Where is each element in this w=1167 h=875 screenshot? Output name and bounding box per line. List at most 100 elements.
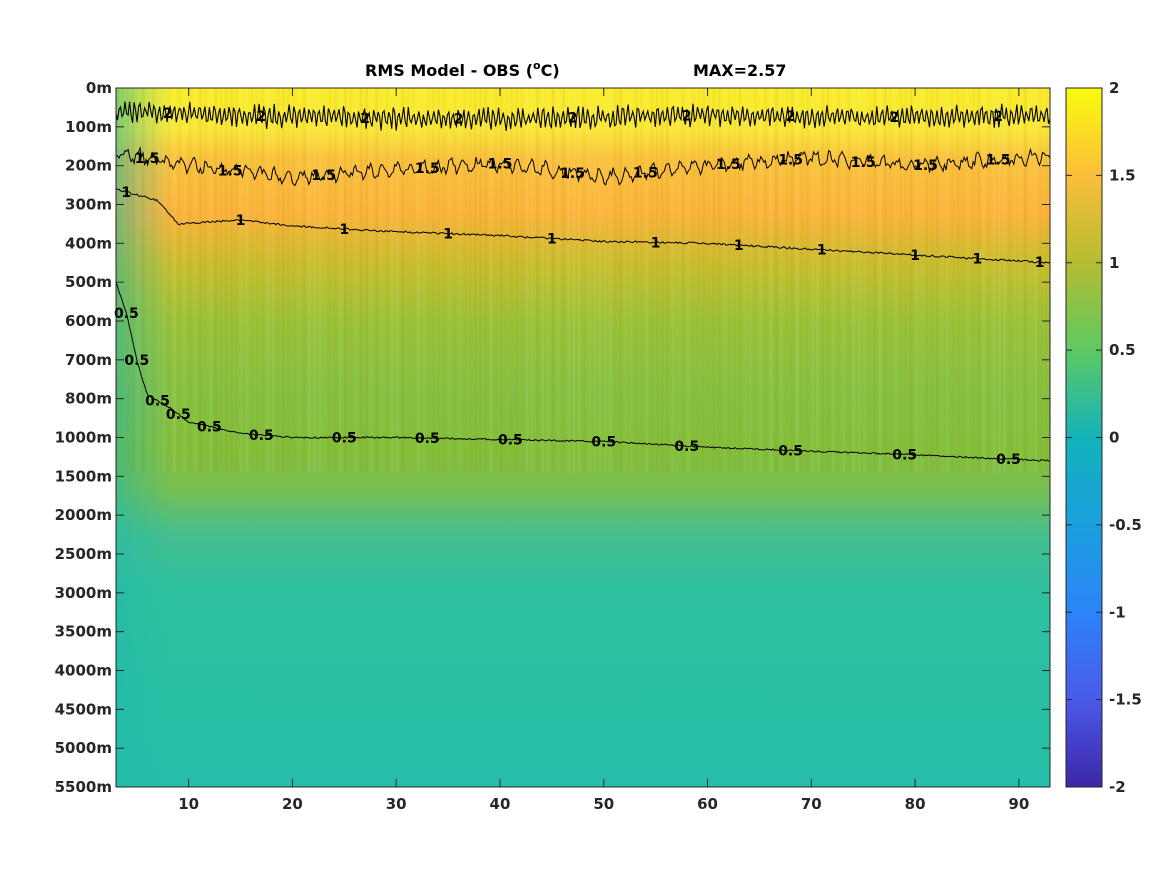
texture-streak <box>588 88 591 473</box>
colorbar-ticks: 2 1.5 1 0.5 0 -0.5 -1 -1.5 -2 <box>1066 79 1142 796</box>
y-tick-label: 3000m <box>55 584 112 602</box>
texture-streak <box>520 88 524 473</box>
texture-streak <box>370 88 373 473</box>
colorbar-tick-label: 1 <box>1109 254 1119 272</box>
contour-label: 1.5 <box>716 157 741 173</box>
texture-streak <box>583 88 586 473</box>
texture-streak <box>437 88 441 473</box>
x-axis: 10 20 30 40 50 60 70 80 90 <box>178 88 1029 813</box>
texture-streak <box>868 88 871 473</box>
texture-streak <box>1014 88 1017 473</box>
texture-streak <box>359 88 363 473</box>
texture-streak <box>1034 88 1037 473</box>
texture-streak <box>141 88 145 473</box>
contour-label: 0.5 <box>124 353 149 369</box>
contour-label: 1 <box>651 235 661 251</box>
texture-streak <box>873 88 877 473</box>
texture-streak <box>333 88 337 473</box>
texture-streak <box>676 88 679 473</box>
texture-streak <box>790 88 794 473</box>
texture-streak <box>795 88 799 473</box>
texture-streak <box>391 88 394 473</box>
y-tick-label: 2000m <box>55 506 112 524</box>
texture-streak <box>956 88 960 473</box>
contour-line-0-5 <box>116 281 1050 462</box>
y-tick-label: 700m <box>65 351 112 369</box>
contour-label: 1 <box>547 232 557 248</box>
x-tick-label: 10 <box>178 795 199 813</box>
x-tick-label: 70 <box>801 795 822 813</box>
texture-streak <box>614 88 617 473</box>
contour-label: 0.5 <box>197 420 222 436</box>
texture-streak <box>660 88 664 473</box>
x-tick-label: 80 <box>905 795 926 813</box>
texture-streak <box>572 88 576 473</box>
texture-streak <box>235 88 238 473</box>
texture-streak <box>344 88 347 473</box>
texture-streak <box>302 88 306 473</box>
texture-streak <box>225 88 228 473</box>
texture-streak <box>209 88 212 473</box>
texture-streak <box>375 88 378 473</box>
y-tick-label: 3500m <box>55 623 112 641</box>
texture-streak <box>723 88 726 473</box>
texture-streak <box>826 88 830 473</box>
texture-streak <box>567 88 570 473</box>
plot-area: 2 2 2 2 2 2 2 2 2 1.5 1.5 1.5 1.5 1.5 1.5 1.5 1.5 1.5 1.5 1… <box>114 87 1051 788</box>
contour-label: 0.5 <box>114 306 139 322</box>
contour-label: 1.5 <box>560 166 585 182</box>
title-max: MAX=2.57 <box>693 61 787 80</box>
contour-label: 1.5 <box>488 157 513 173</box>
texture-streak <box>308 88 311 473</box>
contour-label: 2 <box>682 109 692 125</box>
texture-streak <box>339 88 342 473</box>
texture-streak <box>847 88 851 473</box>
colorbar-tick-label: 2 <box>1109 79 1119 97</box>
colorbar-tick-label: 0 <box>1109 429 1119 447</box>
texture-streak <box>692 88 695 473</box>
contour-lines <box>116 101 1050 462</box>
contour-label: 0.5 <box>892 448 917 464</box>
y-tick-label: 2500m <box>55 545 112 563</box>
y-tick-label: 200m <box>65 157 112 175</box>
texture-streak <box>396 88 399 473</box>
texture-streak <box>920 88 923 473</box>
y-tick-label: 4500m <box>55 700 112 718</box>
texture-streak <box>909 88 913 473</box>
contour-label: 0.5 <box>778 443 803 459</box>
texture-streak <box>448 88 451 473</box>
contour-label: 1.5 <box>778 153 803 169</box>
texture-streak <box>708 88 711 473</box>
y-tick-label: 500m <box>65 273 112 291</box>
contour-label: 0.5 <box>591 434 616 450</box>
contour-line-1-5 <box>116 146 1050 186</box>
texture-streak <box>459 88 462 473</box>
texture-streak <box>754 88 757 473</box>
texture-streak <box>292 88 295 473</box>
contour-label: 1.5 <box>633 166 658 182</box>
texture-streak <box>1044 88 1048 473</box>
texture-streak <box>935 88 939 473</box>
texture-streak <box>453 88 456 473</box>
texture-streak <box>188 88 192 473</box>
contour-label: 0.5 <box>498 433 523 449</box>
contour-label: 0.5 <box>996 452 1021 468</box>
texture-streak <box>634 88 638 473</box>
texture-streak <box>464 88 467 473</box>
texture-streak <box>717 88 721 473</box>
contour-label: 2 <box>568 111 578 127</box>
texture-streak <box>749 88 752 473</box>
texture-streak <box>769 88 773 473</box>
contour-label: 1 <box>734 238 744 254</box>
texture-streak <box>630 88 633 473</box>
colorbar-tick-label: -1.5 <box>1109 691 1142 709</box>
texture-streak <box>432 88 436 473</box>
texture-streak <box>1029 88 1032 473</box>
texture-streak <box>702 88 705 473</box>
texture-streak <box>468 88 472 473</box>
texture-streak <box>899 88 903 473</box>
texture-streak <box>152 88 155 473</box>
texture-streak <box>349 88 353 473</box>
texture-streak <box>764 88 768 473</box>
contour-label: 2 <box>256 109 266 125</box>
